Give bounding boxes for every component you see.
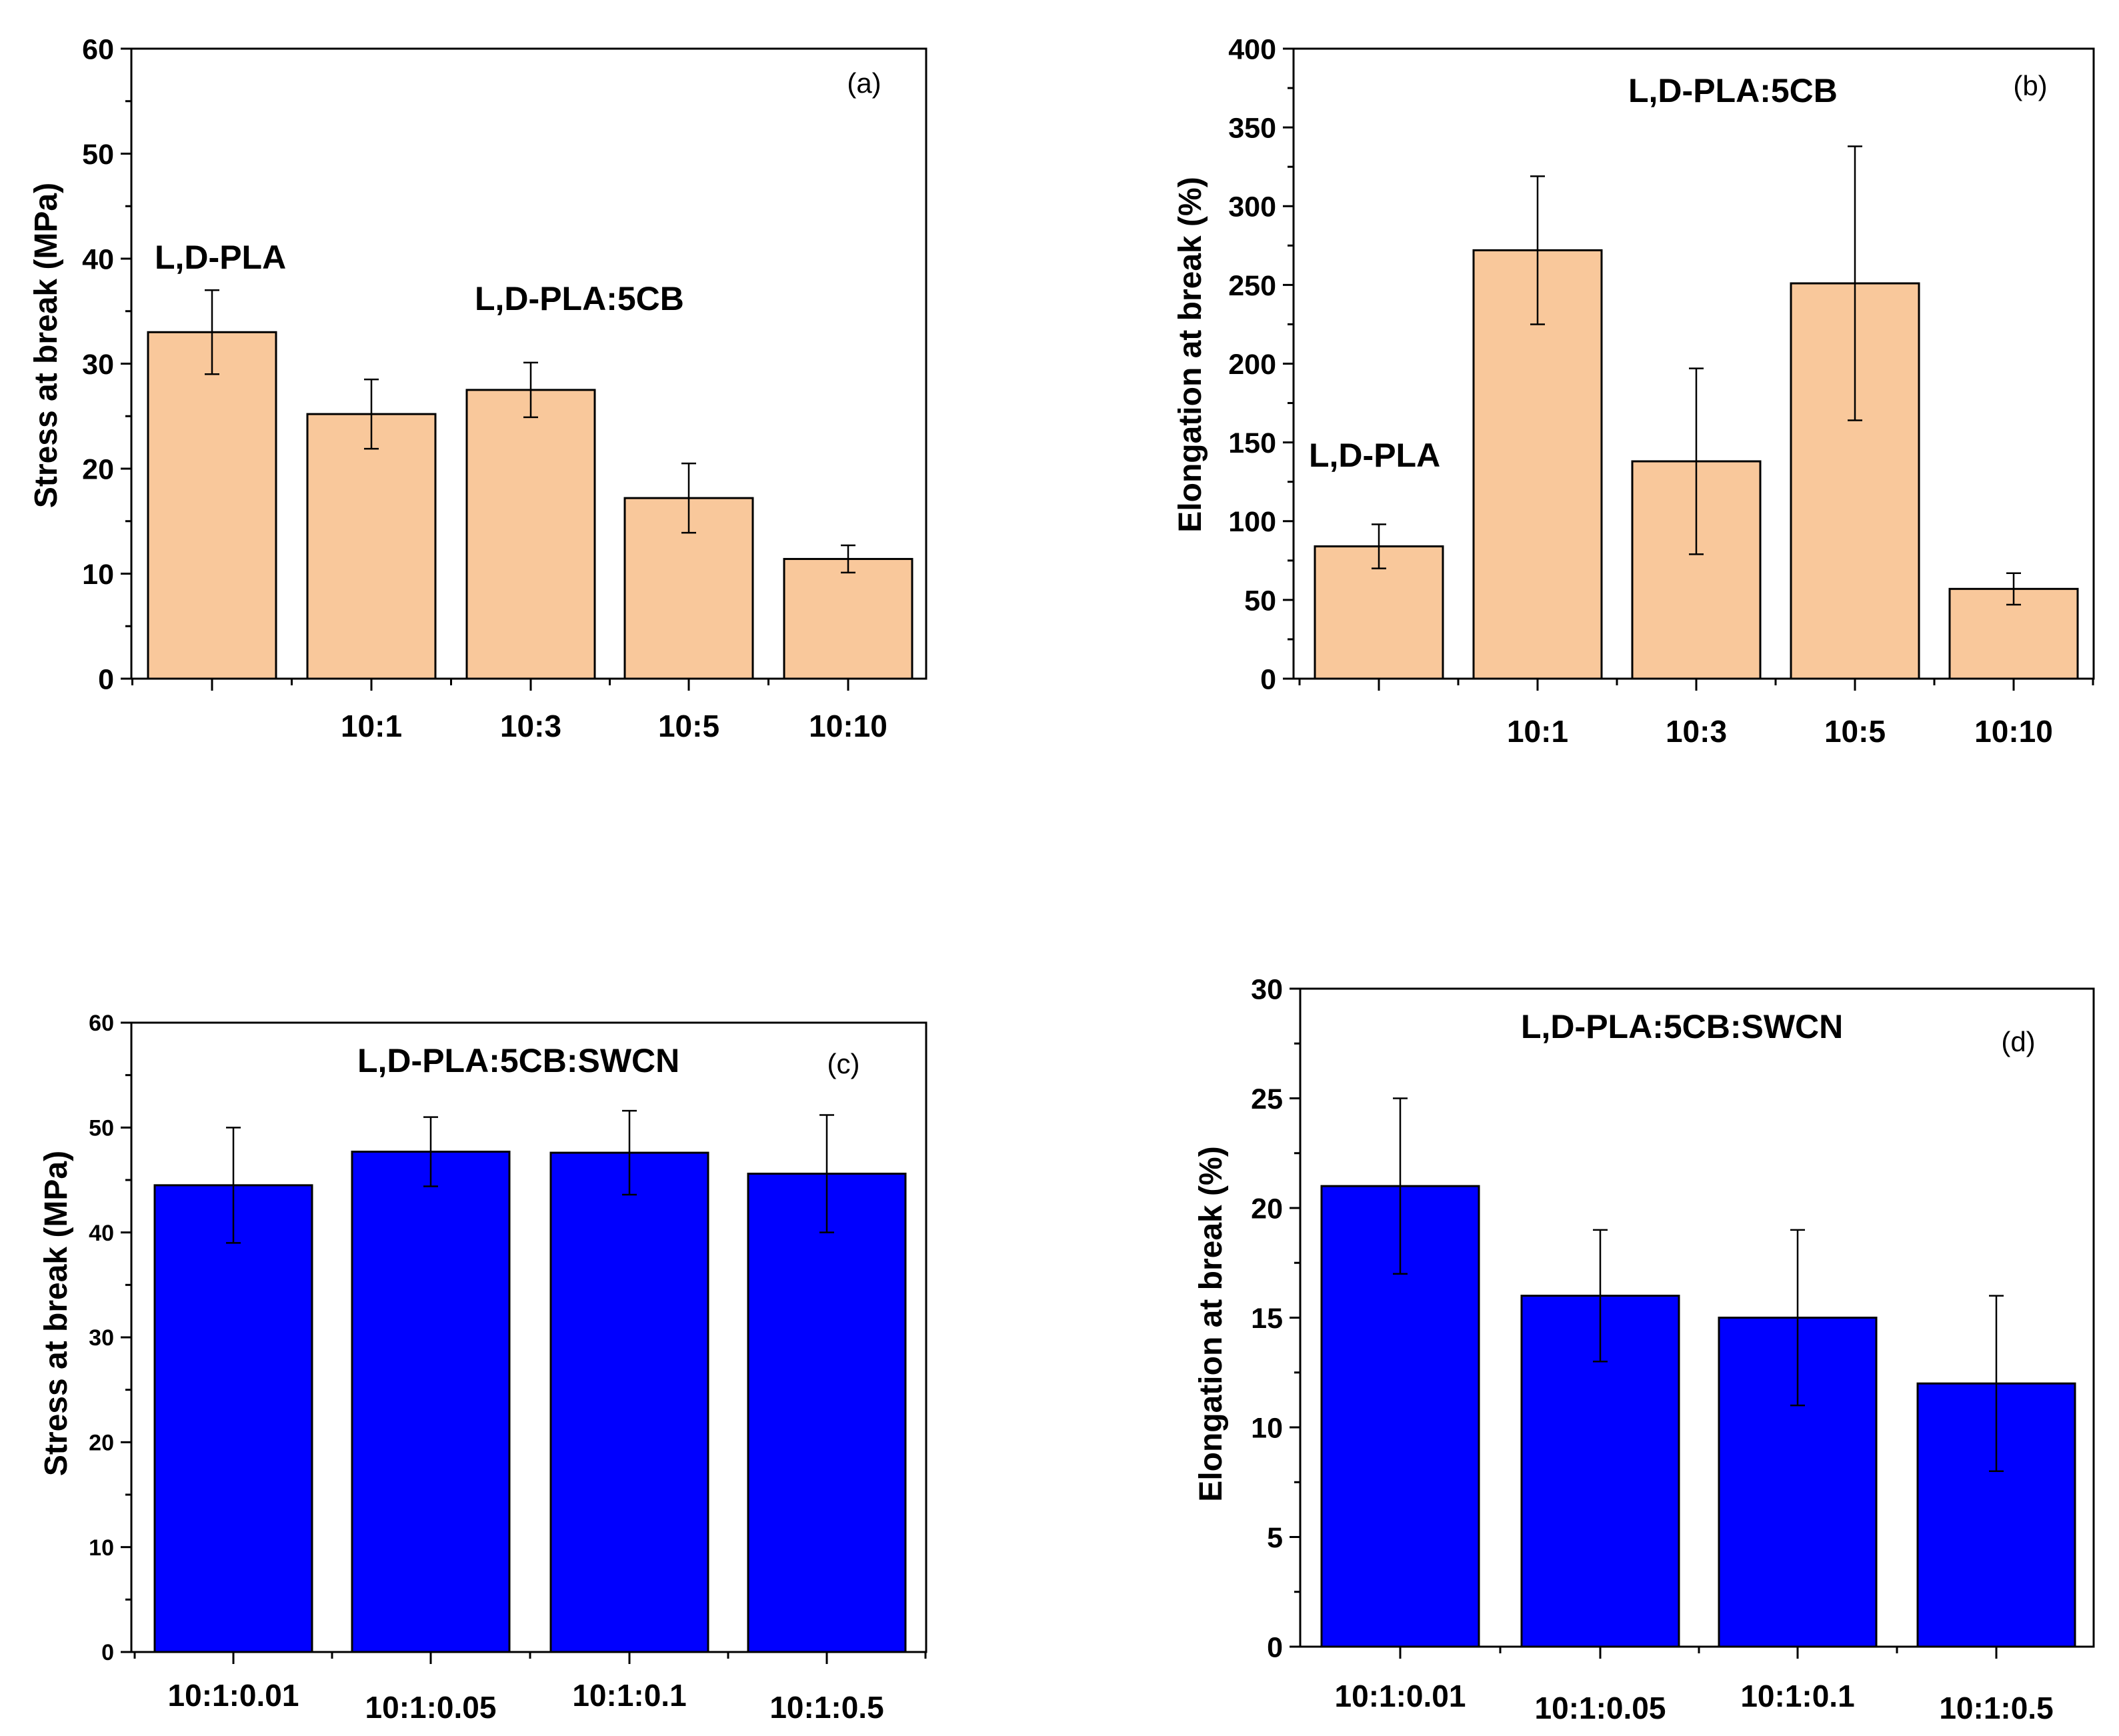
panel-c-label: (c) [827,1048,860,1079]
panel-c-bar [351,1151,511,1653]
panel-a-stress-5cb: Stress at break (MPa) (a) L,D-PLA L,D-PL… [29,33,927,743]
panel-d-y-tick-label: 0 [1267,1631,1283,1663]
panel-a-category-label: 10:10 [809,709,887,743]
panel-d-category-label: 10:1:0.05 [1535,1691,1666,1725]
panel-b-category-label: 10:3 [1666,714,1727,749]
panel-c-category-label: 10:1:0.01 [168,1678,299,1713]
panel-c-stress-swcn: Stress at break (MPa) (c) L,D-PLA:5CB:SW… [39,1011,927,1725]
panel-a-y-tick-label: 30 [82,349,114,381]
panel-c-y-tick-label: 0 [101,1640,114,1665]
panel-c-y-tick-label: 50 [89,1116,114,1141]
panel-a-bar [465,389,596,680]
panel-c-bar [747,1173,907,1653]
panel-d-category-label: 10:1:0.01 [1335,1679,1466,1713]
panel-b-y-tick-label: 0 [1260,663,1276,695]
panel-b-y-axis-title: Elongation at break (%) [1173,177,1208,532]
panel-a-bar [783,557,913,680]
panel-a-y-tick-label: 40 [82,243,114,275]
panel-b-label: (b) [2013,70,2047,101]
panel-c-bar [549,1151,709,1653]
panel-c-bar [153,1184,313,1653]
panel-d-y-tick-label: 25 [1251,1083,1283,1115]
panel-a-y-tick-label: 60 [82,33,114,65]
panel-b-category-label: 10:1 [1507,714,1568,749]
panel-d-annotation-swcn: L,D-PLA:5CB:SWCN [1521,1008,1843,1045]
panel-d-label: (d) [2001,1026,2035,1057]
panel-b-y-tick-label: 400 [1228,33,1276,65]
panel-b-y-tick-label: 100 [1228,506,1276,538]
panel-b-annotation-5cb: L,D-PLA:5CB [1628,72,1838,109]
panel-c-category-label: 10:1:0.1 [572,1678,686,1713]
panel-c-y-tick-label: 60 [89,1011,114,1036]
panel-c-category-label: 10:1:0.05 [365,1690,497,1725]
panel-a-bar [306,413,437,680]
panel-a-category-label: 10:5 [658,709,719,743]
panel-d-y-tick-label: 15 [1251,1303,1283,1335]
panel-d-category-label: 10:1:0.1 [1740,1679,1854,1713]
panel-d-y-tick-label: 10 [1251,1412,1283,1444]
panel-a-annotation-5cb: L,D-PLA:5CB [475,280,684,317]
panel-c-y-tick-label: 20 [89,1431,114,1456]
panel-a-category-label: 10:3 [500,709,561,743]
panel-a-category-label: 10:1 [341,709,402,743]
panel-d-y-tick-label: 5 [1267,1522,1283,1554]
panel-d-elongation-swcn: Elongation at break (%) (d) L,D-PLA:5CB:… [1194,973,2095,1725]
panel-c-y-tick-label: 30 [89,1325,114,1351]
panel-b-y-tick-label: 300 [1228,191,1276,223]
panel-c-y-axis-title: Stress at break (MPa) [39,1151,74,1476]
panel-a-y-axis-title: Stress at break (MPa) [29,183,64,508]
panel-a-y-tick-label: 0 [98,663,114,695]
panel-b-y-tick-label: 150 [1228,427,1276,459]
panel-b-y-tick-label: 350 [1228,113,1276,145]
panel-a-annotation-pla: L,D-PLA [155,239,286,276]
panel-a-y-tick-label: 10 [82,559,114,591]
panel-d-y-tick-label: 20 [1251,1193,1283,1225]
panel-a-y-tick-label: 50 [82,139,114,171]
panel-c-y-tick-label: 40 [89,1221,114,1246]
panel-c-category-label: 10:1:0.5 [769,1690,883,1725]
panel-b-category-label: 10:10 [1974,714,2053,749]
panel-b-y-tick-label: 50 [1244,585,1276,617]
panel-c-y-tick-label: 10 [89,1535,114,1561]
panel-d-y-axis-title: Elongation at break (%) [1194,1146,1229,1501]
panel-a-y-tick-label: 20 [82,453,114,485]
panel-a-label: (a) [847,67,881,99]
panel-a-bar [147,331,277,680]
panel-b-category-label: 10:5 [1824,714,1886,749]
panel-b-elongation-5cb: Elongation at break (%) (b) L,D-PLA:5CB … [1173,33,2095,749]
panel-d-y-tick-label: 30 [1251,973,1283,1005]
panel-b-y-tick-label: 200 [1228,349,1276,381]
panel-b-annotation-pla: L,D-PLA [1309,437,1440,474]
panel-b-y-tick-label: 250 [1228,270,1276,302]
panel-d-category-label: 10:1:0.5 [1939,1691,2053,1725]
panel-c-annotation-swcn: L,D-PLA:5CB:SWCN [357,1042,679,1079]
